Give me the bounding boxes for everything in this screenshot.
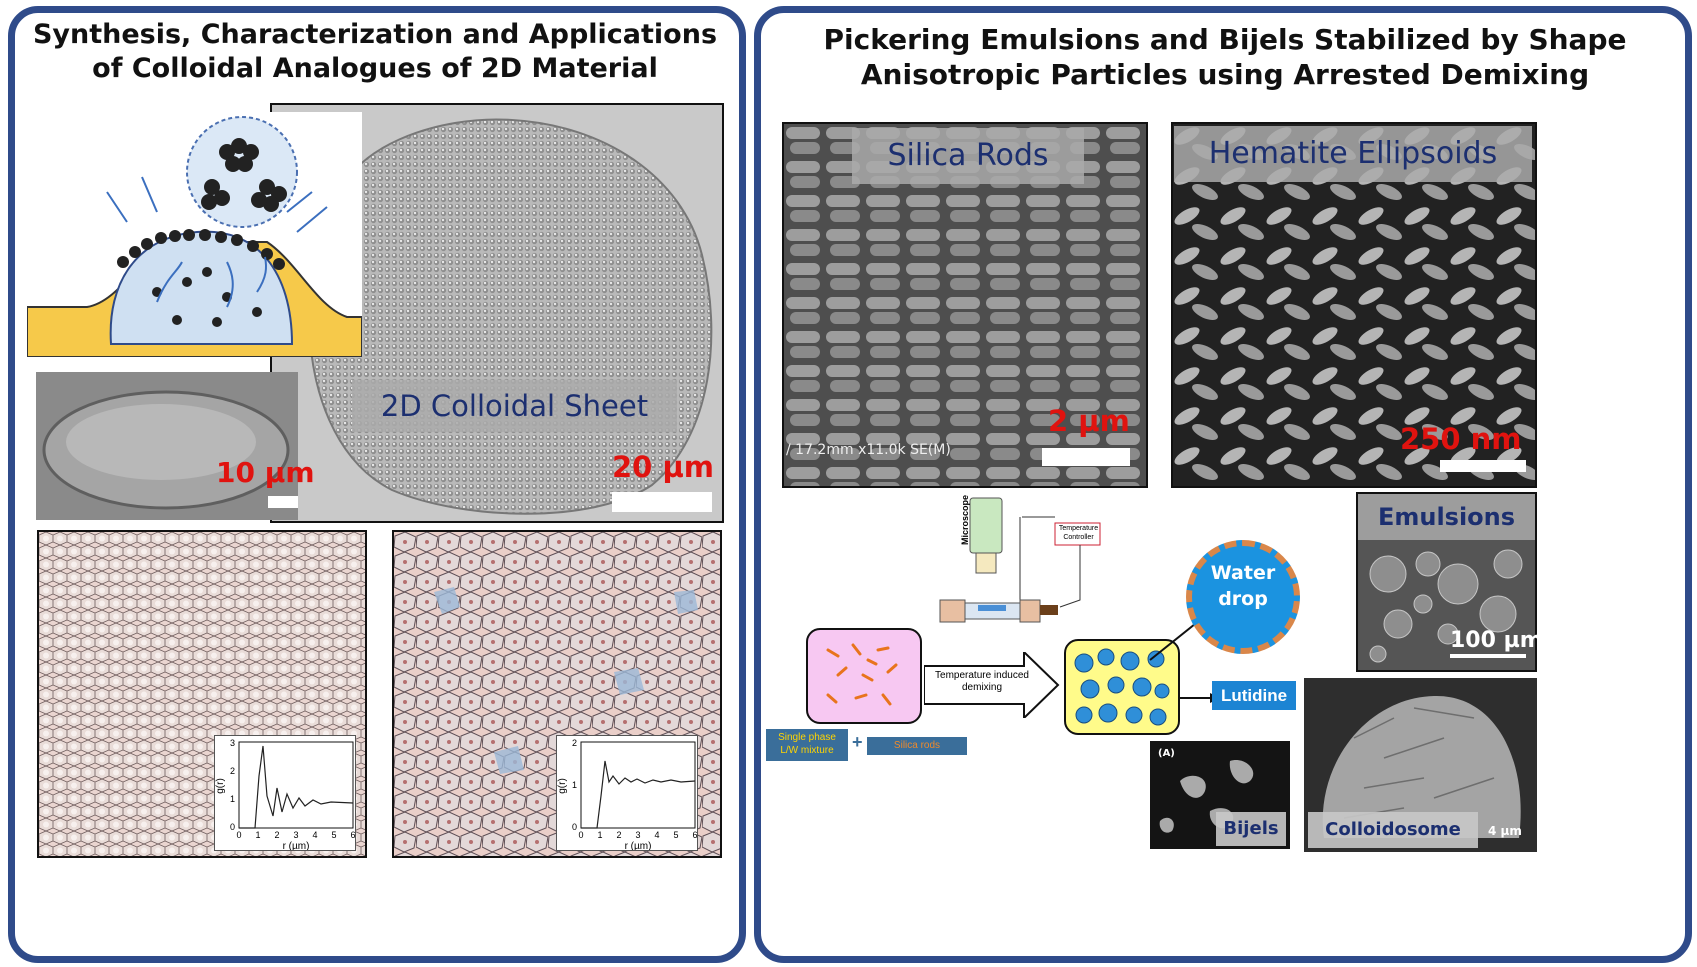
tick-x-3: 3: [635, 830, 640, 840]
tick-y-2: 2: [572, 738, 577, 748]
sheet-label-box: 2D Colloidal Sheet: [352, 380, 677, 432]
left-panel-title: Synthesis, Characterization and Applicat…: [30, 18, 720, 86]
tick-x-2: 2: [616, 830, 621, 840]
microscope-label: Microscope: [960, 494, 970, 545]
hematite-scale-bar: [1440, 460, 1526, 472]
voronoi-image-left: [37, 530, 367, 858]
hematite-ellipsoids-sem: [1171, 122, 1537, 488]
tick-x-0: 0: [236, 830, 241, 840]
scale-label-small: 10 µm: [216, 456, 315, 489]
plus-sign: +: [852, 732, 863, 752]
left-title-line-1: Synthesis, Characterization and Applicat…: [32, 19, 718, 50]
silica-scale-bar: [1042, 448, 1130, 466]
tick-x-0: 0: [578, 830, 583, 840]
bijels-tag: (A): [1158, 748, 1175, 759]
demixing-line-1: Temperature induced: [935, 670, 1029, 681]
microscope-setup: [930, 495, 1115, 630]
single-phase-mixture-box: [806, 628, 922, 724]
colloidosome-label: Colloidosome: [1308, 812, 1478, 848]
demixing-arrow-label: Temperature induced demixing: [926, 670, 1038, 694]
right-title-line-2: Anisotropic Particles using Arrested Dem…: [860, 58, 1590, 91]
hematite-ellipsoids-label: Hematite Ellipsoids: [1174, 126, 1532, 182]
emulsions-scale-bar: [1450, 654, 1526, 658]
tick-y-3: 3: [230, 738, 235, 748]
silica-rods-label: Silica Rods: [852, 128, 1084, 184]
temperature-controller-line-2: Controller: [1063, 534, 1094, 541]
gr-plot-right: 0 1 2 0 1 2 3 4 5 6 r (µm) g(r): [556, 735, 698, 851]
water-drop-line-1: Water: [1210, 562, 1276, 584]
lutidine-label: Lutidine: [1212, 681, 1296, 710]
scale-bar-small: [268, 496, 298, 508]
tick-y-0: 0: [572, 822, 577, 832]
tick-x-5: 5: [331, 830, 336, 840]
x-axis-label: r (µm): [283, 841, 310, 851]
silica-rods-small-label: Silica rods: [867, 737, 967, 755]
colloidosome-scale-label: 4 µm: [1488, 824, 1522, 838]
emulsions-scale-label: 100 µm: [1450, 628, 1543, 653]
temperature-controller-label: Temperature Controller: [1056, 524, 1101, 542]
single-phase-line-1: Single phase: [778, 732, 836, 743]
sheet-sem-small: [36, 372, 298, 520]
emulsions-label: Emulsions: [1358, 494, 1535, 540]
left-title-line-2: of Colloidal Analogues of 2D Material: [92, 52, 658, 84]
water-drop-line-2: drop: [1218, 588, 1268, 610]
silica-scale-label: 2 µm: [1048, 404, 1130, 438]
water-drop: [1186, 540, 1300, 654]
water-drop-label: Water drop: [1186, 560, 1300, 612]
tick-y-1: 1: [572, 780, 577, 790]
right-title-line-1: Pickering Emulsions and Bijels Stabilize…: [823, 23, 1627, 56]
tick-x-6: 6: [350, 830, 355, 840]
tick-x-4: 4: [312, 830, 317, 840]
x-axis-label: r (µm): [625, 841, 652, 851]
hematite-scale-label: 250 nm: [1400, 422, 1522, 456]
tick-x-4: 4: [654, 830, 659, 840]
tick-y-1: 1: [230, 794, 235, 804]
silica-sem-metadata: / 17.2mm x11.0k SE(M): [786, 442, 951, 458]
tick-x-1: 1: [255, 830, 260, 840]
y-axis-label: g(r): [557, 778, 568, 794]
tick-x-3: 3: [293, 830, 298, 840]
demixed-box: [1064, 639, 1180, 735]
right-panel-title: Pickering Emulsions and Bijels Stabilize…: [780, 22, 1670, 92]
tick-x-5: 5: [673, 830, 678, 840]
demixing-line-2: demixing: [961, 682, 1003, 693]
tick-x-6: 6: [692, 830, 697, 840]
demixing-arrow: [923, 649, 1060, 721]
single-phase-label: Single phase L/W mixture: [766, 729, 848, 761]
bijels-label: Bijels: [1216, 812, 1286, 846]
temperature-controller-line-1: Temperature: [1058, 525, 1099, 532]
single-phase-line-2: L/W mixture: [780, 745, 834, 756]
tick-x-2: 2: [274, 830, 279, 840]
gr-plot-left: 0 1 2 3 0 1 2 3 4 5 6 r (µm) g(r): [214, 735, 356, 851]
evaporation-schematic: [27, 112, 362, 357]
scale-bar-main: [612, 492, 712, 512]
tick-y-2: 2: [230, 766, 235, 776]
scale-label-main: 20 µm: [612, 450, 715, 484]
y-axis-label: g(r): [215, 778, 226, 794]
tick-x-1: 1: [597, 830, 602, 840]
tick-y-0: 0: [230, 822, 235, 832]
